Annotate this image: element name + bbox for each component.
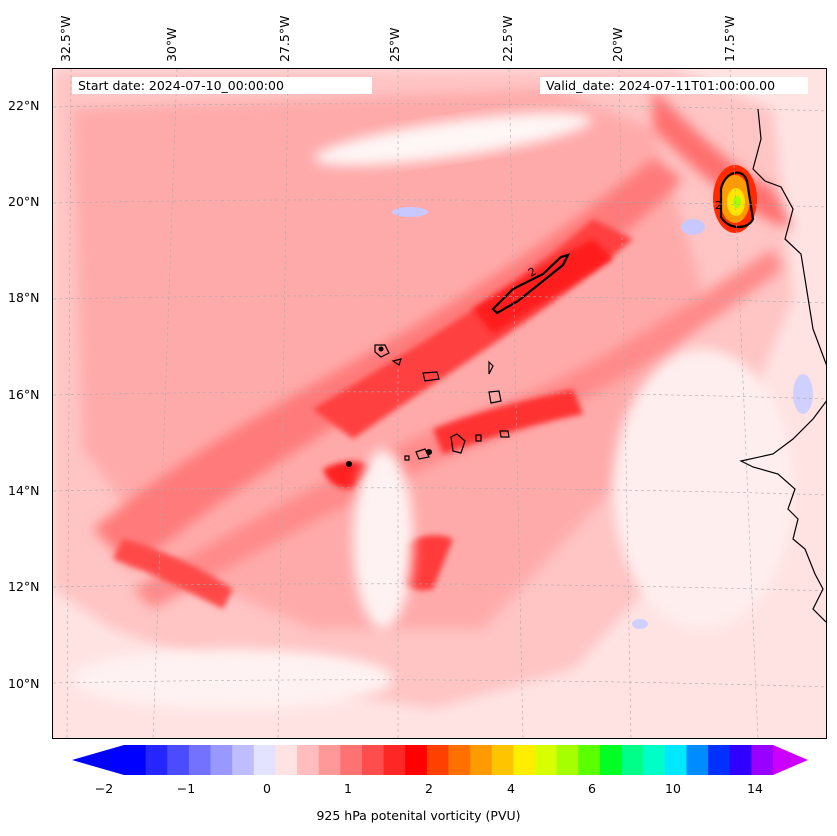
colorbar-cell — [708, 745, 731, 775]
colorbar-cell — [297, 745, 320, 775]
pv-contour-2-vortex — [719, 171, 755, 229]
start-date-label: Start date: 2024-07-10_00:00:00 — [72, 77, 372, 94]
island-fogo-marker — [346, 461, 352, 467]
pv-low-patch-2 — [353, 449, 413, 629]
pv-ne-band — [653, 89, 793, 229]
pv-negative-spot-2 — [681, 219, 705, 235]
colorbar-cell — [470, 745, 493, 775]
contour-label-vortex: 2 — [715, 199, 722, 212]
colorbar-cell — [599, 745, 623, 775]
colorbar-cell — [556, 745, 579, 775]
colorbar-cell — [729, 745, 752, 775]
colorbar-cell — [686, 745, 709, 775]
pv-vortex-core — [733, 196, 741, 208]
colorbar-cell — [448, 745, 471, 775]
colorbar — [72, 745, 808, 775]
colorbar-cell — [578, 745, 601, 775]
cb-tick-1: 1 — [344, 781, 352, 796]
cb-tick-neg1: −1 — [176, 781, 196, 796]
lat-label-16n: 16°N — [8, 387, 40, 402]
cb-tick-10: 10 — [665, 781, 681, 796]
lon-label-30w: 30°W — [164, 27, 179, 62]
colorbar-cells — [124, 745, 774, 775]
colorbar-extend-low — [72, 745, 124, 775]
lon-label-20w: 20°W — [610, 27, 625, 62]
pv-negative-spot-1 — [392, 207, 428, 217]
pv-band-max — [473, 239, 613, 334]
africa-coastline-north — [752, 108, 826, 366]
colorbar-cell — [210, 745, 233, 775]
pv-negative-spot-3 — [793, 374, 813, 414]
colorbar-label: 925 hPa potenital vorticity (PVU) — [316, 808, 521, 823]
lon-label-32-5w: 32.5°W — [58, 15, 73, 62]
lon-label-25w: 25°W — [387, 27, 402, 62]
pv-contour-2-band — [491, 253, 571, 315]
colorbar-cell — [621, 745, 644, 775]
pv-low-patch-4 — [613, 349, 793, 629]
cb-tick-neg2: −2 — [94, 781, 114, 796]
lat-label-20n: 20°N — [8, 194, 40, 209]
cb-tick-2: 2 — [425, 781, 433, 796]
pv-low-patch-3 — [73, 649, 393, 709]
colorbar-cell — [664, 745, 687, 775]
colorbar-cell — [188, 745, 212, 775]
colorbar-cell — [318, 745, 341, 775]
map-gridlines — [53, 69, 826, 738]
africa-coastline-south — [739, 400, 826, 623]
colorbar-extend-high — [773, 745, 808, 775]
pv-sw-streak — [113, 539, 233, 609]
colorbar-cell — [643, 745, 666, 775]
island-brava-marker — [426, 449, 432, 455]
cabo-verde-islands — [374, 344, 510, 461]
pv-island-wake — [323, 461, 373, 489]
cb-tick-14: 14 — [747, 781, 763, 796]
lat-label-14n: 14°N — [8, 483, 40, 498]
lon-label-17-5w: 17.5°W — [722, 15, 737, 62]
lat-label-12n: 12°N — [8, 579, 40, 594]
colorbar-cell — [167, 745, 190, 775]
lat-label-10n: 10°N — [8, 676, 40, 691]
colorbar-cell — [751, 745, 774, 775]
colorbar-cell — [361, 745, 385, 775]
colorbar-cell — [491, 745, 514, 775]
map-panel: 2 2 — [52, 68, 827, 739]
colorbar-cell — [275, 745, 298, 775]
colorbar-cell — [513, 745, 536, 775]
lat-label-18n: 18°N — [8, 290, 40, 305]
lon-label-22-5w: 22.5°W — [500, 15, 515, 62]
cb-tick-4: 4 — [507, 781, 515, 796]
cb-tick-6: 6 — [588, 781, 596, 796]
colorbar-cell — [426, 745, 449, 775]
valid-date-label: Valid_date: 2024-07-11T01:00:00.00 — [540, 77, 808, 94]
pv-map: 2 2 — [53, 69, 826, 738]
island-santo-antao-marker — [378, 346, 384, 352]
colorbar-cell — [405, 745, 428, 775]
colorbar-cell — [232, 745, 255, 775]
colorbar-cell — [145, 745, 168, 775]
colorbar-cell — [535, 745, 558, 775]
colorbar-cell — [124, 745, 147, 775]
colorbar-cell — [253, 745, 276, 775]
pv-negative-spot-4 — [632, 619, 648, 629]
pv-band-3 — [433, 389, 583, 454]
pv-low-patch-1 — [314, 112, 592, 166]
lat-label-22n: 22°N — [8, 98, 40, 113]
cb-tick-0: 0 — [263, 781, 271, 796]
colorbar-cell — [340, 745, 363, 775]
colorbar-cell — [383, 745, 406, 775]
lon-label-27-5w: 27.5°W — [277, 15, 292, 62]
